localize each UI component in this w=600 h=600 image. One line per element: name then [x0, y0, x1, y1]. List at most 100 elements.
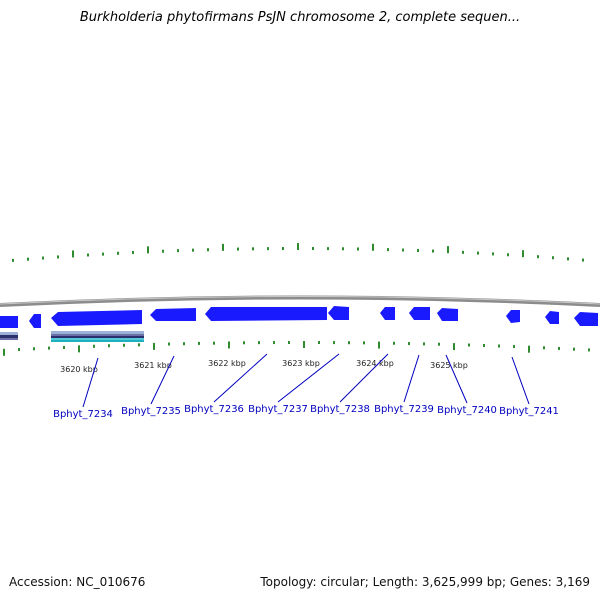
- gene-label-bphyt_7238[interactable]: Bphyt_7238: [310, 404, 370, 415]
- gene-leader-line: [150, 355, 175, 405]
- gene-arrow[interactable]: [574, 312, 598, 326]
- major-tick: [297, 243, 299, 251]
- minor-tick: [18, 348, 20, 352]
- minor-tick: [492, 252, 494, 256]
- minor-tick: [288, 341, 290, 345]
- minor-tick: [408, 342, 410, 346]
- minor-tick: [477, 251, 479, 255]
- minor-tick: [183, 342, 185, 346]
- minor-tick: [198, 341, 200, 345]
- gene-label-bphyt_7235[interactable]: Bphyt_7235: [121, 406, 181, 417]
- minor-tick: [207, 248, 209, 252]
- major-tick: [453, 343, 455, 351]
- minor-tick: [558, 346, 560, 350]
- gene-arrow[interactable]: [29, 314, 41, 328]
- scale-label: 3624 kbp: [356, 359, 394, 368]
- gene-arrow[interactable]: [506, 310, 520, 323]
- minor-tick: [162, 249, 164, 253]
- minor-tick: [483, 344, 485, 348]
- gene-leader-line: [339, 353, 389, 403]
- minor-tick: [462, 250, 464, 254]
- minor-tick: [552, 256, 554, 260]
- gene-arrow[interactable]: [328, 306, 349, 320]
- major-tick: [447, 246, 449, 254]
- minor-tick: [117, 251, 119, 255]
- minor-tick: [273, 341, 275, 345]
- minor-tick: [252, 247, 254, 251]
- minor-tick: [168, 342, 170, 346]
- minor-tick: [93, 344, 95, 348]
- scale-label: 3623 kbp: [282, 359, 320, 368]
- gene-arrow[interactable]: [150, 308, 196, 321]
- minor-tick: [48, 346, 50, 350]
- minor-tick: [567, 257, 569, 261]
- minor-tick: [513, 345, 515, 349]
- gene-leader-line: [277, 353, 340, 403]
- gene-label-bphyt_7237[interactable]: Bphyt_7237: [248, 404, 308, 415]
- gene-label-bphyt_7236[interactable]: Bphyt_7236: [184, 404, 244, 415]
- gene-leader-line: [445, 354, 468, 404]
- gene-arrow[interactable]: [0, 316, 18, 328]
- minor-tick: [393, 341, 395, 345]
- major-tick: [303, 341, 305, 349]
- gene-label-bphyt_7239[interactable]: Bphyt_7239: [374, 404, 434, 415]
- minor-tick: [537, 255, 539, 259]
- scale-label: 3621 kbp: [134, 361, 172, 370]
- minor-tick: [342, 247, 344, 251]
- minor-tick: [27, 257, 29, 261]
- minor-tick: [87, 253, 89, 257]
- minor-tick: [33, 347, 35, 351]
- gene-leader-line: [511, 356, 530, 405]
- minor-tick: [387, 248, 389, 252]
- gene-leader-lines: [82, 353, 530, 408]
- minor-tick: [363, 341, 365, 345]
- gene-leader-line: [403, 354, 420, 403]
- minor-tick: [507, 253, 509, 257]
- topology-summary: Topology: circular; Length: 3,625,999 bp…: [260, 575, 590, 589]
- minor-tick: [243, 341, 245, 345]
- minor-tick: [588, 348, 590, 352]
- minor-tick: [327, 247, 329, 251]
- minor-tick: [573, 347, 575, 351]
- gene-label-bphyt_7241[interactable]: Bphyt_7241: [499, 406, 559, 417]
- minor-tick: [312, 247, 314, 251]
- gene-label-bphyt_7234[interactable]: Bphyt_7234: [53, 409, 113, 420]
- gene-arrow[interactable]: [205, 307, 327, 321]
- scale-label: 3620 kbp: [60, 365, 98, 374]
- minor-tick: [318, 341, 320, 345]
- accession-text: Accession: NC_010676: [9, 575, 146, 589]
- minor-tick: [348, 341, 350, 345]
- gene-labels[interactable]: Bphyt_7234 Bphyt_7235 Bphyt_7236 Bphyt_7237…: [53, 404, 559, 420]
- gene-arrow[interactable]: [380, 307, 395, 320]
- minor-tick: [213, 341, 215, 345]
- major-tick: [228, 341, 230, 349]
- minor-tick: [468, 343, 470, 347]
- major-tick: [147, 246, 149, 254]
- gene-arrow[interactable]: [545, 311, 559, 324]
- scale-label: 3625 kbp: [430, 361, 468, 370]
- minor-tick: [177, 249, 179, 253]
- outer-tick-row: [12, 243, 584, 262]
- gene-arrow[interactable]: [51, 310, 142, 326]
- gene-arrow[interactable]: [409, 307, 430, 320]
- major-tick: [522, 250, 524, 258]
- minor-tick: [102, 252, 104, 256]
- scale-labels: 3620 kbp 3621 kbp 3622 kbp 3623 kbp 3624 kbp…: [60, 359, 468, 374]
- minor-tick: [582, 258, 584, 262]
- inner-tick-row: [3, 341, 590, 356]
- feature-track-band: [0, 331, 144, 342]
- minor-tick: [498, 344, 500, 348]
- map-title: Burkholderia phytofirmans PsJN chromosom…: [79, 10, 521, 25]
- minor-tick: [423, 342, 425, 346]
- gene-arrows[interactable]: [0, 306, 598, 328]
- minor-tick: [402, 248, 404, 252]
- gene-arrow[interactable]: [437, 308, 458, 321]
- minor-tick: [357, 247, 359, 251]
- genome-backbone: [0, 295, 600, 307]
- minor-tick: [258, 341, 260, 345]
- major-tick: [78, 345, 80, 353]
- major-tick: [222, 243, 224, 251]
- minor-tick: [417, 249, 419, 253]
- gene-label-bphyt_7240[interactable]: Bphyt_7240: [437, 405, 497, 416]
